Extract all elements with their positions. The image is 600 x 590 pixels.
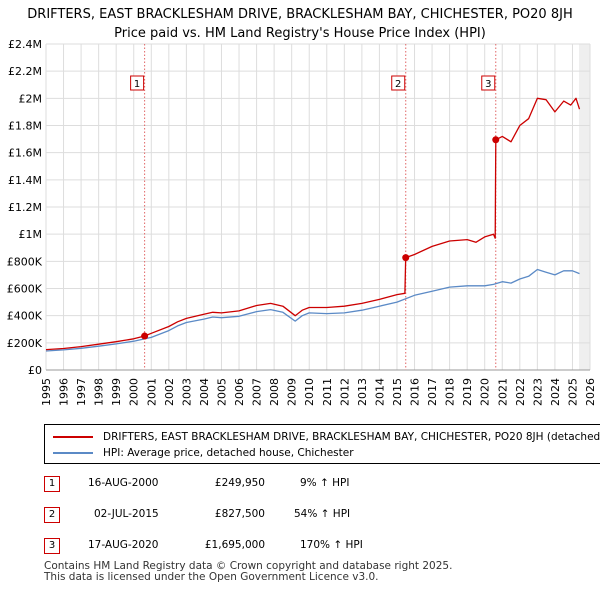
grid-lines <box>45 43 591 371</box>
x-tick-label: 2010 <box>303 378 316 406</box>
footer-line-2: This data is licensed under the Open Gov… <box>44 571 379 583</box>
x-tick-label: 2018 <box>444 378 457 406</box>
y-tick-label: £1.4M <box>8 174 42 187</box>
y-tick-label: £1.8M <box>8 120 42 133</box>
legend-item-property: DRIFTERS, EAST BRACKLESHAM DRIVE, BRACKL… <box>53 431 600 443</box>
x-tick-label: 2013 <box>356 378 369 406</box>
sale-point <box>402 254 410 262</box>
x-tick-label: 2005 <box>215 378 228 406</box>
legend-swatch-property <box>53 436 93 438</box>
x-tick-label: 2023 <box>531 378 544 406</box>
x-tick-label: 2003 <box>180 378 193 406</box>
x-tick-label: 2017 <box>426 378 439 406</box>
legend-item-hpi: HPI: Average price, detached house, Chic… <box>53 447 354 459</box>
y-axis-labels: £0 £200K £400K £600K £800K £1M £1.2M £1.4M £1.6M… <box>7 38 43 377</box>
x-tick-label: 2001 <box>145 378 158 406</box>
sale-badge-box <box>130 75 145 91</box>
x-tick-label: 2026 <box>584 378 597 406</box>
footer: Contains HM Land Registry data © Crown c… <box>44 561 452 583</box>
x-axis-labels: 1995 1996 1997 1998 1999 2000 2001 2002 2003 2004… <box>40 378 597 406</box>
x-tick-label: 2000 <box>128 378 141 406</box>
x-tick-label: 2014 <box>373 378 386 406</box>
sale-points <box>141 136 500 340</box>
x-tick-label: 2007 <box>251 378 264 406</box>
sale-badge-box <box>481 75 496 91</box>
x-tick-label: 1997 <box>75 378 88 406</box>
x-tick-label: 2011 <box>321 378 334 406</box>
sale-badge-label: 1 <box>134 79 140 90</box>
sale-point <box>141 332 149 340</box>
x-tick-label: 2004 <box>198 378 211 406</box>
sale-badge-label: 2 <box>395 79 401 90</box>
y-tick-label: £800K <box>7 255 43 268</box>
series-lines <box>45 97 581 352</box>
transaction-number: 1 <box>44 476 60 492</box>
series-line <box>45 97 581 351</box>
y-tick-label: £200K <box>7 337 43 350</box>
transaction-date: 02-JUL-2015 <box>94 508 159 520</box>
title-line-1: DRIFTERS, EAST BRACKLESHAM DRIVE, BRACKL… <box>27 7 573 22</box>
footer-line-1: Contains HM Land Registry data © Crown c… <box>44 560 453 572</box>
transaction-date: 17-AUG-2020 <box>88 539 159 551</box>
x-tick-label: 1996 <box>58 378 71 406</box>
x-tick-label: 2002 <box>163 378 176 406</box>
x-tick-label: 2015 <box>391 378 404 406</box>
sale-point <box>492 136 500 144</box>
y-tick-label: £1M <box>19 228 43 241</box>
sale-badges: 1 2 3 <box>130 75 496 91</box>
legend-label-property: DRIFTERS, EAST BRACKLESHAM DRIVE, BRACKL… <box>103 431 600 443</box>
x-tick-label: 2025 <box>566 378 579 406</box>
x-tick-label: 2016 <box>409 378 422 406</box>
transaction-hpi: 9% ↑ HPI <box>300 477 350 489</box>
y-tick-label: £2.2M <box>8 65 42 78</box>
transaction-date: 16-AUG-2000 <box>88 477 159 489</box>
y-tick-label: £0 <box>28 364 42 377</box>
x-tick-label: 2019 <box>461 378 474 406</box>
legend-label-hpi: HPI: Average price, detached house, Chic… <box>103 447 354 459</box>
x-tick-label: 2012 <box>338 378 351 406</box>
sale-badge-box <box>391 75 406 91</box>
x-tick-label: 2024 <box>549 378 562 406</box>
x-tick-label: 2009 <box>286 378 299 406</box>
chart-title: DRIFTERS, EAST BRACKLESHAM DRIVE, BRACKL… <box>0 5 600 43</box>
title-line-2: Price paid vs. HM Land Registry's House … <box>114 26 486 41</box>
x-tick-label: 2008 <box>268 378 281 406</box>
legend-swatch-hpi <box>53 452 93 454</box>
x-tick-label: 2020 <box>479 378 492 406</box>
transaction-price: £249,950 <box>214 477 265 489</box>
sale-badge-label: 3 <box>485 79 491 90</box>
transaction-hpi: 170% ↑ HPI <box>300 539 363 551</box>
x-tick-label: 2022 <box>514 378 527 406</box>
transaction-number: 2 <box>44 507 60 523</box>
transaction-price: £1,695,000 <box>204 539 265 551</box>
transaction-hpi: 54% ↑ HPI <box>294 508 351 520</box>
price-chart: £0 £200K £400K £600K £800K £1M £1.2M £1.4M £1.6M… <box>7 38 597 406</box>
transaction-price: £827,500 <box>214 508 265 520</box>
x-tick-label: 1998 <box>93 378 106 406</box>
transaction-number: 3 <box>44 538 60 554</box>
x-tick-label: 1995 <box>40 378 53 406</box>
series-line <box>45 268 580 352</box>
y-tick-label: £400K <box>7 310 43 323</box>
y-tick-label: £1.6M <box>8 147 42 160</box>
x-tick-label: 1999 <box>110 378 123 406</box>
legend: DRIFTERS, EAST BRACKLESHAM DRIVE, BRACKL… <box>44 424 600 464</box>
y-tick-label: £1.2M <box>8 201 42 214</box>
y-tick-label: £600K <box>7 283 43 296</box>
y-tick-label: £2M <box>19 92 43 105</box>
x-tick-label: 2006 <box>233 378 246 406</box>
x-tick-label: 2021 <box>496 378 509 406</box>
y-tick-label: £2.4M <box>8 38 42 51</box>
